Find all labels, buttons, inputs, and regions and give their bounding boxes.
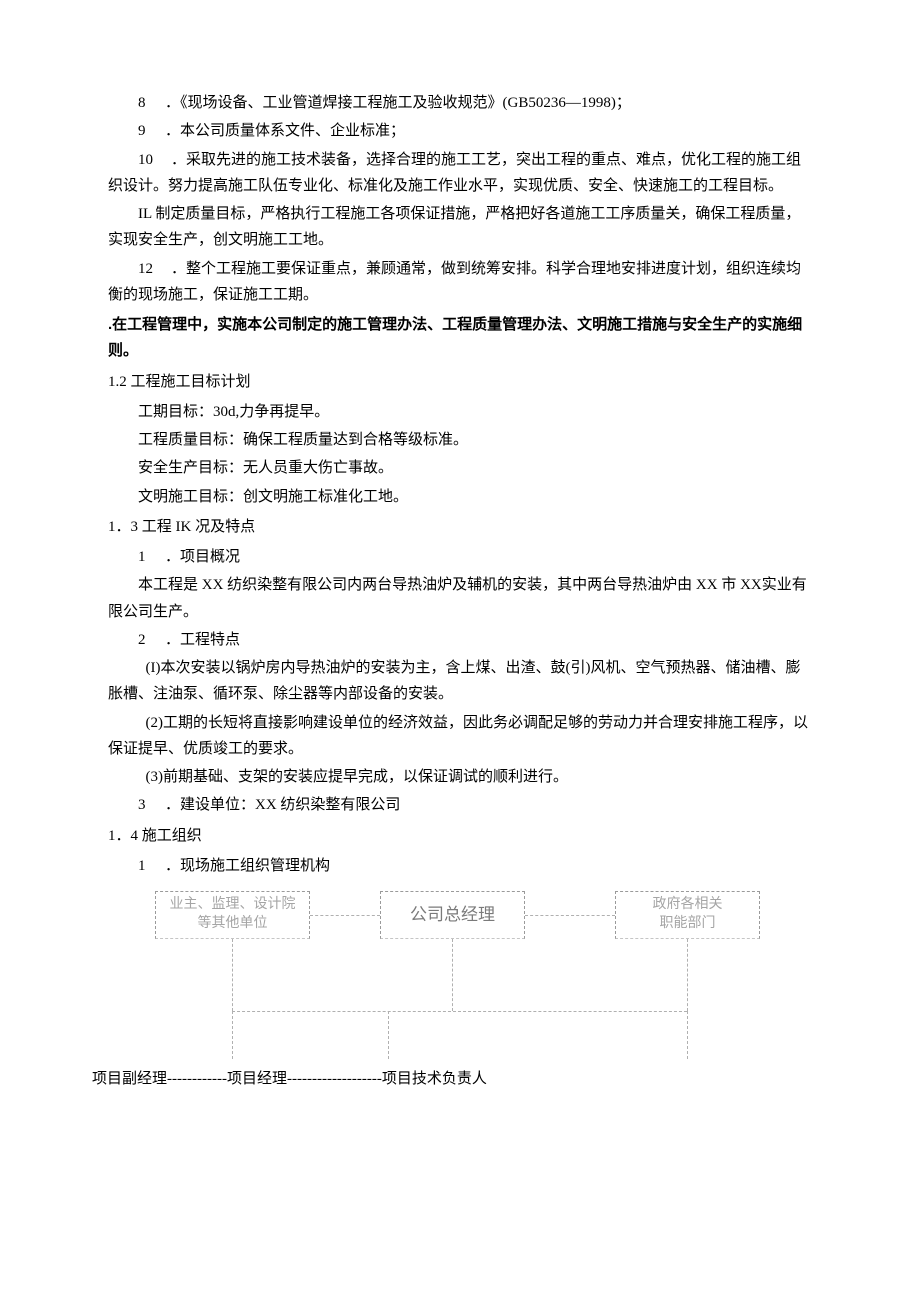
item-text: ．整个工程施工要保证重点，兼顾通常，做到统筹安排。科学合理地安排进度计划，组织连…	[108, 261, 801, 303]
body-text: (2)工期的长短将直接影响建设单位的经济效益，因此务必调配足够的劳动力并合理安排…	[108, 715, 808, 757]
heading-1-4: 1．4 施工组织	[108, 823, 812, 849]
org-hline	[310, 915, 380, 916]
org-hline	[232, 1011, 687, 1012]
heading-1-3: 1．3 工程 IK 况及特点	[108, 514, 812, 540]
item-text: ．项目概况	[165, 549, 240, 565]
org-vline	[232, 1011, 233, 1059]
paragraph: (2)工期的长短将直接影响建设单位的经济效益，因此务必调配足够的劳动力并合理安排…	[108, 710, 812, 763]
org-box-right-l2: 职能部门	[622, 915, 753, 934]
goal-line: 文明施工目标：创文明施工标准化工地。	[108, 484, 812, 510]
list-item-10: 10．采取先进的施工技术装备，选择合理的施工工艺，突出工程的重点、难点，优化工程…	[108, 147, 812, 200]
org-role-deputy: 项目副经理	[92, 1071, 167, 1087]
org-box-right-l1: 政府各相关	[622, 896, 753, 915]
paragraph: (I)本次安装以锅炉房内导热油炉的安装为主，含上煤、出渣、鼓(引)风机、空气预热…	[108, 655, 812, 708]
list-item: 1．项目概况	[108, 544, 812, 570]
list-item: 3．建设单位：XX 纺织染整有限公司	[108, 792, 812, 818]
item-text: ．《现场设备、工业管道焊接工程施工及验收规范》(GB50236—1998)；	[165, 95, 631, 111]
org-box-left-l1: 业主、监理、设计院	[162, 896, 303, 915]
item-text: ．本公司质量体系文件、企业标准；	[165, 123, 405, 139]
org-vline	[388, 1011, 389, 1059]
body-text: (I)本次安装以锅炉房内导热油炉的安装为主，含上煤、出渣、鼓(引)风机、空气预热…	[108, 660, 800, 702]
org-vline	[452, 939, 453, 1011]
item-number: 1	[138, 544, 165, 570]
org-box-right: 政府各相关 职能部门	[615, 891, 760, 939]
body-text: (3)前期基础、支架的安装应提早完成，以保证调试的顺利进行。	[146, 769, 569, 785]
item-number: 10	[138, 147, 171, 173]
list-item-8: 8．《现场设备、工业管道焊接工程施工及验收规范》(GB50236—1998)；	[108, 90, 812, 116]
org-vline	[687, 1011, 688, 1059]
org-box-center-text: 公司总经理	[387, 904, 518, 927]
item-text: ．工程特点	[165, 632, 240, 648]
goal-line: 安全生产目标：无人员重大伤亡事故。	[108, 455, 812, 481]
org-box-center: 公司总经理	[380, 891, 525, 939]
item-number: 3	[138, 792, 165, 818]
list-item: 2．工程特点	[108, 627, 812, 653]
bold-paragraph: .在工程管理中，实施本公司制定的施工管理办法、工程质量管理办法、文明施工措施与安…	[108, 312, 812, 365]
heading-1-2: 1.2 工程施工目标计划	[108, 369, 812, 395]
goal-line: 工期目标：30d,力争再提早。	[108, 399, 812, 425]
list-item-9: 9．本公司质量体系文件、企业标准；	[108, 118, 812, 144]
org-role-manager: 项目经理	[227, 1071, 287, 1087]
item-number: 9	[138, 118, 165, 144]
dash-connector: -------------------	[287, 1071, 382, 1087]
list-item-12: 12．整个工程施工要保证重点，兼顾通常，做到统筹安排。科学合理地安排进度计划，组…	[108, 256, 812, 309]
org-bottom-row: 项目副经理------------项目经理-------------------…	[140, 1066, 780, 1092]
paragraph: (3)前期基础、支架的安装应提早完成，以保证调试的顺利进行。	[108, 764, 812, 790]
item-text: ．采取先进的施工技术装备，选择合理的施工工艺，突出工程的重点、难点，优化工程的施…	[108, 152, 801, 194]
list-item: 1．现场施工组织管理机构	[108, 853, 812, 879]
paragraph-il: IL 制定质量目标，严格执行工程施工各项保证措施，严格把好各道施工工序质量关，确…	[108, 201, 812, 254]
item-number: 8	[138, 90, 165, 116]
org-chart: 业主、监理、设计院 等其他单位 公司总经理 政府各相关 职能部门 项目副经理--…	[140, 891, 780, 1081]
item-number: 12	[138, 256, 171, 282]
org-role-tech: 项目技术负责人	[382, 1071, 487, 1087]
org-vline	[687, 939, 688, 1011]
org-box-left-l2: 等其他单位	[162, 915, 303, 934]
goal-line: 工程质量目标：确保工程质量达到合格等级标准。	[108, 427, 812, 453]
item-text: ．现场施工组织管理机构	[165, 858, 330, 874]
item-number: 2	[138, 627, 165, 653]
org-box-left: 业主、监理、设计院 等其他单位	[155, 891, 310, 939]
dash-connector: ------------	[167, 1071, 227, 1087]
org-vline	[232, 939, 233, 1011]
item-number: 1	[138, 853, 165, 879]
org-hline	[525, 915, 615, 916]
item-text: ．建设单位：XX 纺织染整有限公司	[165, 797, 400, 813]
paragraph: 本工程是 XX 纺织染整有限公司内两台导热油炉及辅机的安装，其中两台导热油炉由 …	[108, 572, 812, 625]
